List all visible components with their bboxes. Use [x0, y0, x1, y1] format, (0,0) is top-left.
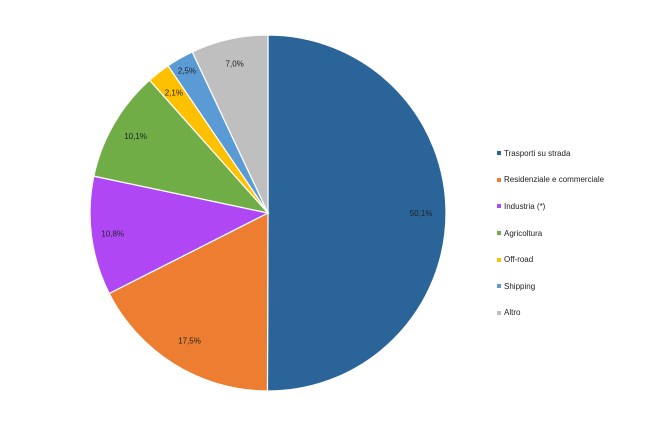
legend: Trasporti su strada Residenziale e commer… — [497, 140, 604, 326]
legend-swatch — [497, 177, 501, 182]
legend-swatch — [497, 204, 501, 209]
slice-label-4: 10,1% — [124, 132, 147, 141]
legend-label: Altro — [504, 308, 521, 318]
legend-label: Residenziale e commerciale — [504, 175, 605, 185]
slice-label-1: 50,1% — [410, 209, 433, 218]
pie-slice-7 — [191, 34, 269, 214]
legend-label: Off-road — [504, 255, 534, 265]
legend-item-1: Trasporti su strada — [497, 140, 604, 167]
legend-swatch — [497, 257, 501, 262]
slice-label-5: 2,1% — [165, 88, 183, 97]
legend-label: Agricoltura — [504, 228, 543, 238]
legend-label: Shipping — [504, 281, 536, 291]
legend-swatch — [497, 310, 501, 315]
pie-slice-4 — [93, 79, 270, 214]
slice-label-3: 10,8% — [101, 229, 124, 238]
legend-swatch — [497, 231, 501, 236]
pie-slice-2 — [108, 212, 269, 392]
slice-label-6: 2,5% — [178, 67, 196, 76]
pie-slice-3 — [89, 175, 270, 295]
pie-slice-1 — [266, 34, 447, 392]
legend-swatch — [497, 284, 501, 289]
slice-label-2: 17,5% — [178, 336, 201, 345]
legend-swatch — [497, 151, 501, 156]
legend-label: Trasporti su strada — [504, 148, 571, 158]
legend-item-6: Shipping — [497, 273, 604, 300]
legend-item-3: Industria (*) — [497, 193, 604, 220]
legend-item-7: Altro — [497, 300, 604, 327]
legend-item-2: Residenziale e commerciale — [497, 167, 604, 194]
legend-label: Industria (*) — [504, 201, 546, 211]
slice-label-7: 7,0% — [226, 60, 244, 69]
slice-labels: 50,1% 17,5% 10,8% 10,1% 2,1% 2,5% 7,0% — [101, 60, 432, 346]
pie-slices — [89, 34, 447, 392]
legend-item-5: Off-road — [497, 246, 604, 273]
legend-item-4: Agricoltura — [497, 220, 604, 247]
